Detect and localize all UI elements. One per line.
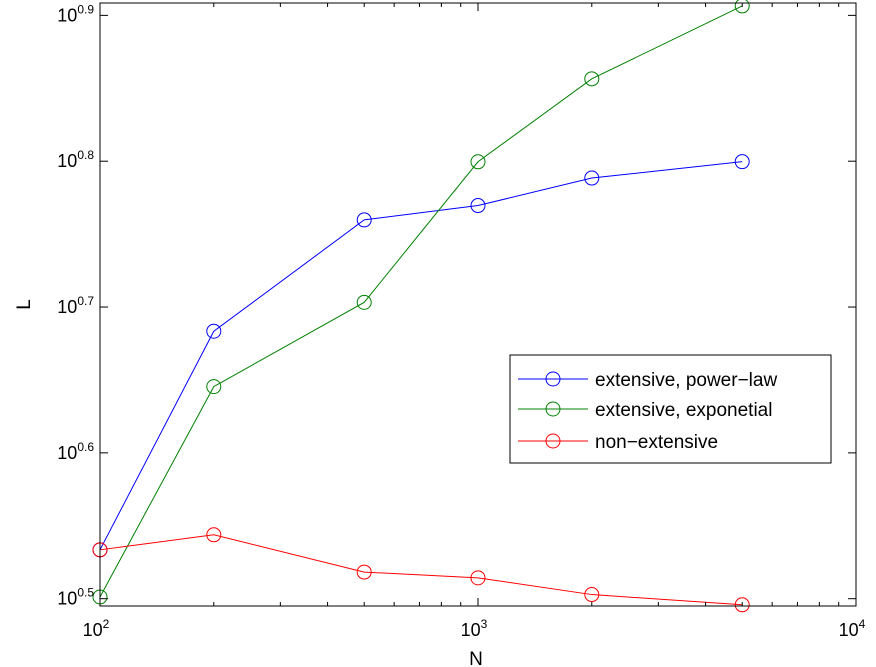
data-point-marker [206,527,222,543]
legend: extensive, power−law extensive, exponetia… [509,354,832,464]
legend-marker [545,371,561,387]
y-tick-label: 100.8 [57,148,94,171]
data-point-marker [584,587,600,603]
data-point-marker [584,170,600,186]
x-axis-label: N [469,649,483,667]
data-point-marker [470,154,486,170]
data-point-marker [356,212,372,228]
y-tick-label: 100.6 [57,440,94,463]
series-line-0 [99,161,743,551]
series-line-1 [99,5,743,598]
legend-entry-label: extensive, exponetial [595,400,772,421]
legend-marker [545,401,561,417]
y-tick-label: 100.9 [57,2,94,25]
data-point-marker [734,154,750,170]
legend-entry-label: extensive, power−law [595,370,777,391]
series-line-2 [99,534,743,606]
series-layer [92,0,750,613]
data-point-marker [584,71,600,87]
data-point-marker [356,564,372,580]
y-tick-label: 100.5 [57,586,94,609]
data-point-marker [470,570,486,586]
data-point-marker [470,198,486,214]
data-point-marker [206,323,222,339]
data-point-marker [734,0,750,14]
x-tick-label: 102 [83,617,110,640]
legend-marker [545,433,561,449]
data-point-marker [206,379,222,395]
y-axis-label: L [14,299,35,310]
data-point-marker [734,597,750,613]
plot-frame [99,2,857,607]
data-point-marker [356,294,372,310]
x-tick-label: 104 [839,617,866,640]
x-tick-label: 103 [461,617,488,640]
legend-entry-label: non−extensive [595,432,718,453]
y-tick-label: 100.7 [57,294,94,317]
tick-layer: 102 103 104 100.5 100.6 100.7 100.8 100.9 [57,2,865,640]
